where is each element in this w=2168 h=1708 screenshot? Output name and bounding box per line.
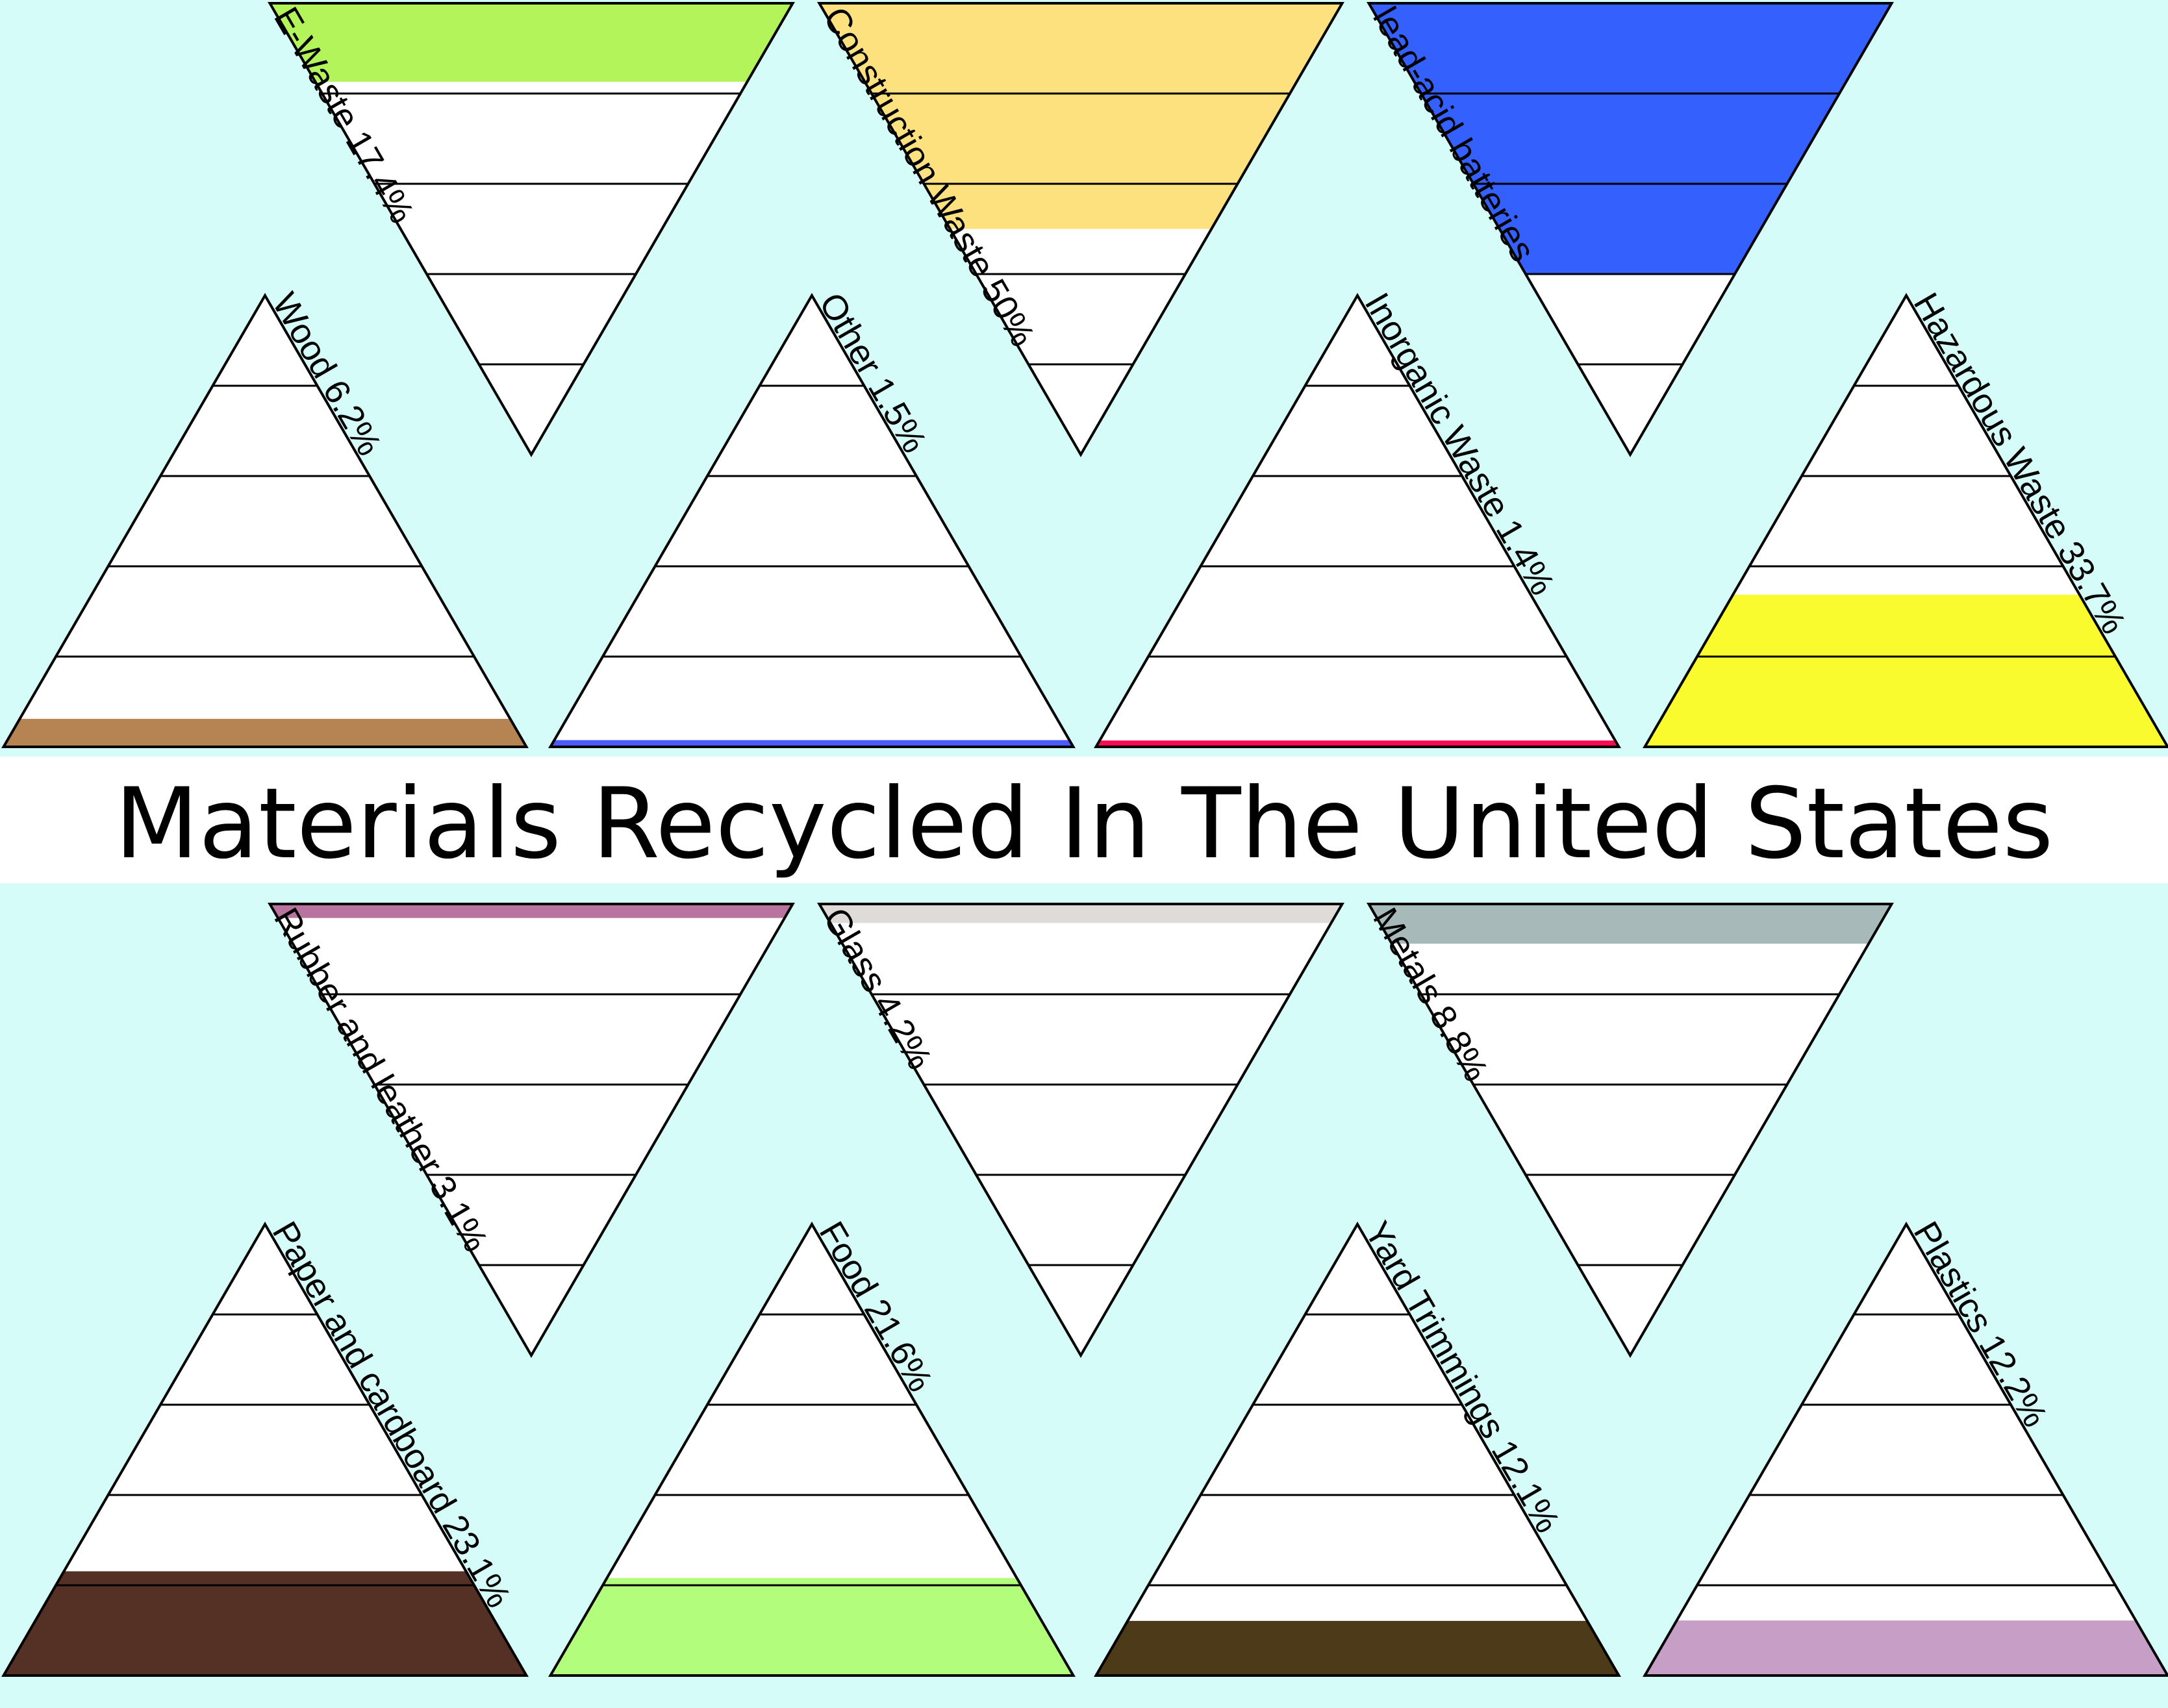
triangle-outline: [1643, 1222, 2168, 1677]
triangle-fill: [1096, 740, 1619, 747]
triangle-fill: [270, 904, 793, 918]
triangle-outline: [548, 293, 1076, 748]
triangle-fill: [1645, 1620, 2168, 1676]
triangle-1: E-Waste 17.4%: [266, 1, 795, 457]
triangle-fill: [1645, 594, 2168, 747]
triangle-7: Hazardous Waste 33.7%: [1643, 286, 2168, 748]
triangle-fill: [1096, 1620, 1619, 1676]
triangle-fill: [1368, 3, 1892, 274]
triangle-body: [3, 1224, 527, 1676]
chart-title: Materials Recycled In The United States: [115, 768, 2054, 881]
triangle-fill: [1368, 904, 1892, 944]
triangle-fill: [3, 1571, 527, 1676]
triangle-13: Yard Trimmings 12.1%: [1094, 1215, 1621, 1677]
triangle-outline: [817, 903, 1344, 1358]
triangle-outline: [1, 293, 529, 748]
triangle-outline: [548, 1222, 1076, 1677]
triangle-outline: [817, 2, 1344, 457]
triangle-10: Metals 8.8%: [1365, 901, 1894, 1358]
triangle-12: Food 21.6%: [548, 1215, 1076, 1677]
triangle-outline: [1643, 293, 2168, 748]
triangle-fill: [550, 740, 1074, 747]
triangle-outline: [268, 903, 795, 1358]
triangle-fill: [270, 3, 793, 82]
triangle-body: [3, 295, 527, 747]
triangle-fill: [819, 904, 1342, 923]
triangle-body: [1096, 1224, 1619, 1676]
triangle-3: lead-acid batteries: [1365, 1, 1894, 457]
triangle-outline: [1094, 293, 1621, 748]
triangle-body: [819, 904, 1342, 1355]
triangle-outline: [1094, 1222, 1621, 1677]
triangle-outline: [1367, 2, 1894, 457]
triangle-outline: [268, 2, 795, 457]
triangle-body: [1368, 904, 1892, 1355]
triangle-body: [270, 3, 793, 455]
triangle-fill: [819, 3, 1342, 229]
triangle-body: [1645, 1224, 2168, 1676]
triangle-body: [1096, 295, 1619, 747]
triangle-outline: [1, 1222, 529, 1677]
triangle-fill: [550, 1577, 1074, 1676]
triangle-body: [550, 295, 1074, 747]
triangle-body: [270, 904, 793, 1355]
triangle-outline: [1367, 903, 1894, 1358]
triangle-body: [550, 1224, 1074, 1676]
triangle-9: Glass 4.2%: [816, 901, 1344, 1358]
triangle-fill: [3, 718, 527, 747]
